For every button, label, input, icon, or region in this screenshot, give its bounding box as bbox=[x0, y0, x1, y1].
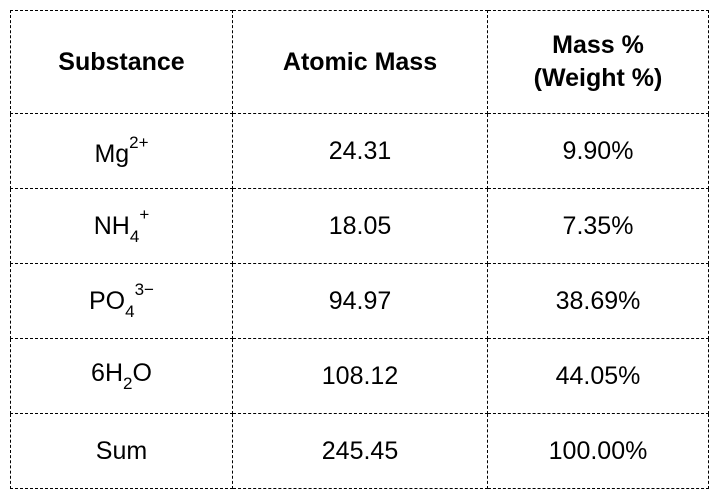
header-cell: Atomic Mass bbox=[232, 10, 488, 114]
formula-sub: 4 bbox=[129, 227, 140, 246]
header-cell: Mass % (Weight %) bbox=[487, 10, 709, 114]
formula-sup: 2+ bbox=[129, 133, 149, 152]
mass-percent-cell: 7.35% bbox=[487, 188, 709, 264]
formula-text: O bbox=[132, 358, 152, 387]
header-row: Substance Atomic Mass Mass % (Weight %) bbox=[10, 10, 709, 114]
formula-text: Sum bbox=[95, 436, 148, 465]
table-row: 6H2O 108.12 44.05% bbox=[10, 338, 709, 414]
mass-percent-cell: 38.69% bbox=[487, 263, 709, 339]
formula-text: NH bbox=[93, 212, 130, 240]
header-text: Atomic Mass bbox=[282, 47, 438, 76]
mass-percent-cell: 9.90% bbox=[487, 113, 709, 189]
table-body: Mg2+ 24.31 9.90% NH4+ 18.05 7.35% PO43− 94.97 38… bbox=[10, 113, 709, 489]
table-row: Sum 245.45 100.00% bbox=[10, 413, 709, 489]
data-table: Substance Atomic Mass Mass % (Weight %) Mg2… bbox=[10, 10, 709, 489]
formula-text: PO bbox=[89, 287, 126, 315]
table-row: NH4 + 18.05 7.35% bbox=[10, 188, 709, 264]
substance-cell: PO4 3− bbox=[10, 263, 233, 339]
atomic-mass-cell: 108.12 bbox=[232, 338, 488, 414]
formula-text: Mg bbox=[94, 140, 130, 168]
table-row: Mg2+ 24.31 9.90% bbox=[10, 113, 709, 189]
atomic-mass-cell: 18.05 bbox=[232, 188, 488, 264]
formula-sup: 3− bbox=[134, 280, 154, 299]
substance-cell: Mg2+ bbox=[10, 113, 233, 189]
mass-percent-cell: 100.00% bbox=[487, 413, 709, 489]
atomic-mass-cell: 245.45 bbox=[232, 413, 488, 489]
substance-cell: NH4 + bbox=[10, 188, 233, 264]
header-text: Substance bbox=[58, 47, 185, 76]
formula-sub: 4 bbox=[125, 302, 135, 321]
substance-cell: 6H2O bbox=[10, 338, 233, 414]
header-cell: Substance bbox=[10, 10, 233, 114]
header-text: Mass % bbox=[552, 31, 644, 59]
atomic-mass-cell: 24.31 bbox=[232, 113, 488, 189]
substance-cell: Sum bbox=[10, 413, 233, 489]
formula-sup: + bbox=[139, 205, 150, 224]
mass-percent-cell: 44.05% bbox=[487, 338, 709, 414]
atomic-mass-cell: 94.97 bbox=[232, 263, 488, 339]
formula-text: 6H bbox=[91, 358, 124, 387]
table-row: PO4 3− 94.97 38.69% bbox=[10, 263, 709, 339]
header-text: (Weight %) bbox=[533, 64, 663, 92]
formula-sub: 2 bbox=[123, 373, 133, 393]
